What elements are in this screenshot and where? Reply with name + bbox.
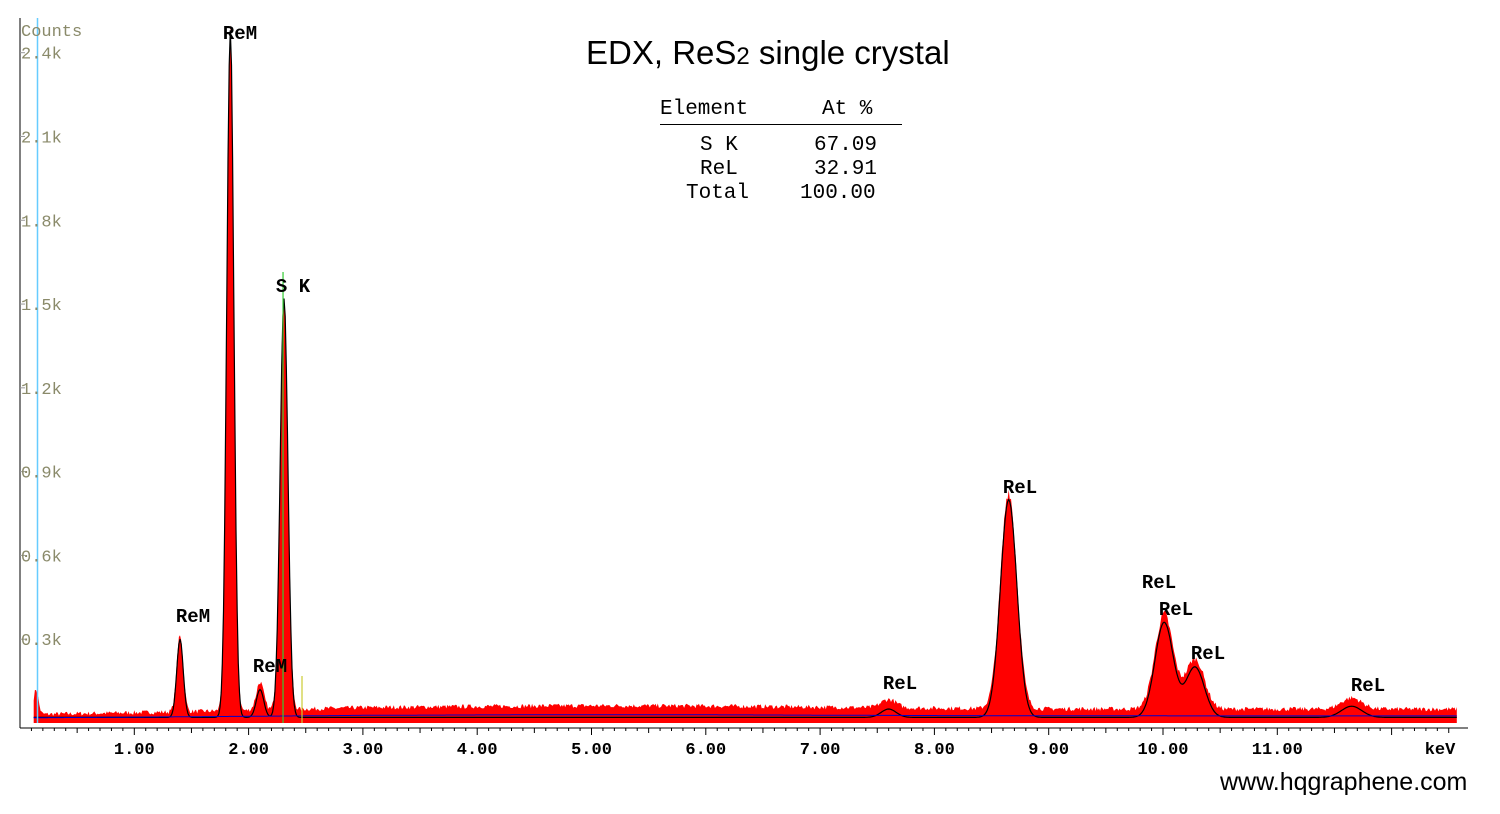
row-value: 100.00 — [800, 182, 876, 205]
x-tick-label: 9.00 — [1028, 741, 1069, 760]
header-element: Element — [660, 98, 749, 121]
row-element: ReL — [700, 158, 738, 181]
chart-title: EDX, ReS2 single crystal — [586, 34, 950, 71]
y-tick-label: 2.1k — [21, 129, 62, 148]
row-element: S K — [700, 134, 738, 157]
table-row: ReL 32.91 — [660, 158, 902, 182]
row-element: Total — [686, 182, 750, 205]
x-tick-label: 2.00 — [228, 741, 269, 760]
x-tick-label: 1.00 — [114, 741, 155, 760]
spectrum-layer — [33, 18, 1457, 724]
x-tick-label: 3.00 — [342, 741, 383, 760]
spectrum-area — [33, 24, 1457, 724]
peak-label: ReM — [223, 23, 257, 45]
axis-layer: 1.00 2.00 3.00 4.00 5.00 6.00 7.00 8.00 9.00 10.0… — [19, 18, 1468, 760]
peak-label: ReL — [1003, 477, 1037, 499]
peak-label: ReL — [883, 673, 917, 695]
peak-label: ReL — [1159, 599, 1193, 621]
peak-label: ReL — [1351, 675, 1385, 697]
x-tick-label: 11.00 — [1252, 741, 1303, 760]
row-value: 67.09 — [814, 134, 878, 157]
table-row: Total 100.00 — [660, 182, 902, 206]
peak-label: ReL — [1191, 643, 1225, 665]
x-tick-label: 4.00 — [457, 741, 498, 760]
x-tick-label: 5.00 — [571, 741, 612, 760]
y-tick-label: 1.5k — [21, 297, 62, 316]
peak-label: S K — [276, 276, 311, 298]
x-tick-label: 10.00 — [1137, 741, 1188, 760]
row-value: 32.91 — [814, 158, 878, 181]
x-axis-unit: keV — [1425, 741, 1456, 760]
y-tick-label: 0.3k — [21, 632, 62, 651]
x-tick-label: 8.00 — [914, 741, 955, 760]
y-tick-label: 0.6k — [21, 548, 62, 567]
peak-label: ReM — [253, 656, 287, 678]
table-header: Element At % — [660, 98, 902, 125]
y-tick-label: 2.4k — [21, 46, 62, 65]
peak-label: ReL — [1142, 572, 1176, 594]
x-tick-label: 6.00 — [685, 741, 726, 760]
y-tick-label: 1.8k — [21, 213, 62, 232]
y-tick-label: 1.2k — [21, 381, 62, 400]
peak-label: ReM — [176, 606, 210, 628]
table-row: S K 67.09 — [660, 134, 902, 158]
y-tick-label: 0.9k — [21, 465, 62, 484]
watermark-url: www.hqgraphene.com — [1220, 768, 1468, 796]
title-subscript: 2 — [736, 43, 750, 70]
y-axis-label: Counts — [21, 23, 82, 42]
header-at-percent: At % — [822, 98, 873, 121]
x-tick-label: 7.00 — [800, 741, 841, 760]
background-line — [33, 714, 1457, 719]
